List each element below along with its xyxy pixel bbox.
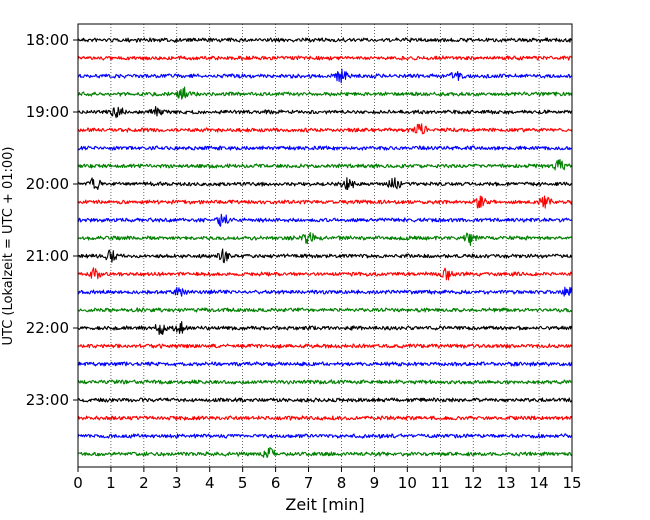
y-tick-label: 19:00 [26,103,69,121]
x-tick-label: 10 [398,474,417,492]
trace-2215 [77,343,573,349]
y-tick-label: 21:00 [26,247,69,265]
trace-group [77,37,573,459]
x-tick-label: 9 [370,474,380,492]
y-axis-label: UTC (Lokalzeit = UTC + 01:00) [1,147,16,346]
y-tick-label: 22:00 [26,319,69,337]
trace-1815 [77,55,573,61]
trace-2300 [77,397,573,403]
trace-2130 [77,286,572,297]
trace-1800 [77,37,573,43]
trace-2145 [77,307,573,313]
trace-1915 [77,123,573,135]
x-axis: 0 1 2 3 4 5 6 7 8 9 10 11 12 13 14 15 [73,467,582,492]
trace-2345 [77,446,573,459]
y-tick-label: 20:00 [26,175,69,193]
trace-2045 [77,232,573,247]
x-tick-label: 5 [238,474,248,492]
trace-1845 [77,86,573,100]
trace-2000 [77,177,573,191]
trace-2015 [77,195,573,209]
x-tick-label: 2 [139,474,149,492]
trace-2315 [77,415,573,421]
x-axis-label: Zeit [min] [285,495,364,514]
y-tick-label: 18:00 [26,31,69,49]
x-grid [110,24,540,467]
x-tick-label: 12 [464,474,483,492]
x-tick-label: 7 [304,474,314,492]
x-tick-label: 14 [530,474,549,492]
x-tick-label: 3 [172,474,182,492]
x-tick-label: 4 [205,474,215,492]
y-tick-label: 23:00 [26,391,69,409]
trace-2115 [77,267,573,281]
trace-1900 [77,105,573,119]
trace-1930 [77,145,573,151]
x-tick-label: 8 [337,474,347,492]
trace-2330 [77,433,573,439]
y-axis: 18:00 19:00 20:00 21:00 22:00 23:00 [26,31,78,409]
trace-2200 [77,321,573,335]
trace-1945 [77,159,573,171]
trace-2230 [77,361,573,367]
x-tick-label: 13 [497,474,516,492]
trace-1830 [77,68,573,84]
x-tick-label: 15 [562,474,581,492]
x-tick-label: 11 [431,474,450,492]
x-tick-label: 6 [271,474,281,492]
x-tick-label: 0 [73,474,83,492]
trace-2245 [77,379,573,385]
plot-frame [77,23,573,468]
trace-2030 [77,213,573,227]
trace-2100 [77,248,573,264]
x-tick-label: 1 [106,474,116,492]
